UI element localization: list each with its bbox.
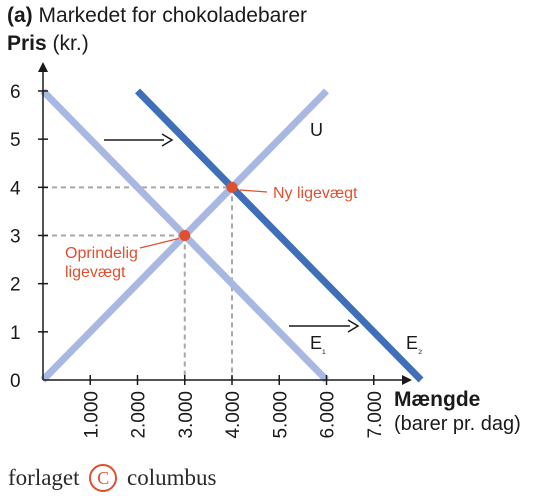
y-tick-label-6: 6 bbox=[10, 82, 21, 103]
shift-arrow-lower bbox=[347, 319, 360, 333]
y-axis-arrow-icon bbox=[38, 62, 48, 72]
equilibrium-leader-1 bbox=[239, 189, 268, 193]
x-axis-unit: (barer pr. dag) bbox=[394, 413, 521, 435]
x-tick-label-6: 7.000 bbox=[365, 391, 386, 439]
publisher-name-right: columbus bbox=[127, 465, 217, 490]
publisher-name-left: forlaget bbox=[8, 465, 80, 490]
x-axis-label: Mængde bbox=[394, 388, 481, 411]
x-tick-label-4: 5.000 bbox=[270, 391, 291, 439]
y-tick-label-2: 2 bbox=[10, 275, 21, 296]
publisher-copyright-icon: C bbox=[89, 464, 118, 492]
y-tick-label-5: 5 bbox=[10, 130, 21, 151]
x-tick-label-2: 3.000 bbox=[176, 391, 197, 439]
y-axis-label-bold: Pris bbox=[7, 32, 47, 55]
publisher-logo: forlaget C columbus bbox=[8, 464, 216, 492]
y-tick-label-1: 1 bbox=[10, 323, 21, 344]
equilibrium-label-0-1: ligevægt bbox=[65, 264, 126, 281]
series-line-2 bbox=[135, 88, 424, 383]
series-label-2: E₂ bbox=[406, 333, 422, 356]
y-axis-label-unit: (kr.) bbox=[52, 32, 89, 55]
series-label-1: E₁ bbox=[310, 333, 326, 356]
y-axis-label: Pris (kr.) bbox=[7, 32, 89, 56]
equilibrium-label-1-0: Ny ligevægt bbox=[273, 185, 358, 202]
y-tick-label-0: 0 bbox=[10, 371, 21, 392]
equilibrium-point-1 bbox=[226, 181, 238, 193]
chart-title: (a) Markedet for chokoladebarer bbox=[7, 4, 307, 28]
x-tick-label-5: 6.000 bbox=[318, 391, 339, 439]
x-tick-label-0: 1.000 bbox=[81, 391, 102, 439]
shift-arrow-upper bbox=[161, 133, 174, 147]
y-tick-label-4: 4 bbox=[10, 178, 21, 199]
x-axis-arrow-icon bbox=[402, 375, 412, 385]
x-tick-label-1: 2.000 bbox=[129, 391, 150, 439]
chart-title-prefix: (a) bbox=[7, 4, 33, 27]
y-tick-label-3: 3 bbox=[10, 226, 21, 247]
equilibrium-point-0 bbox=[179, 229, 191, 241]
equilibrium-leader-0 bbox=[139, 237, 179, 249]
x-tick-label-3: 4.000 bbox=[223, 391, 244, 439]
series-label-0: U bbox=[310, 120, 323, 140]
equilibrium-label-0-0: Oprindelig bbox=[65, 245, 138, 262]
chart-title-text: Markedet for chokoladebarer bbox=[38, 4, 307, 27]
